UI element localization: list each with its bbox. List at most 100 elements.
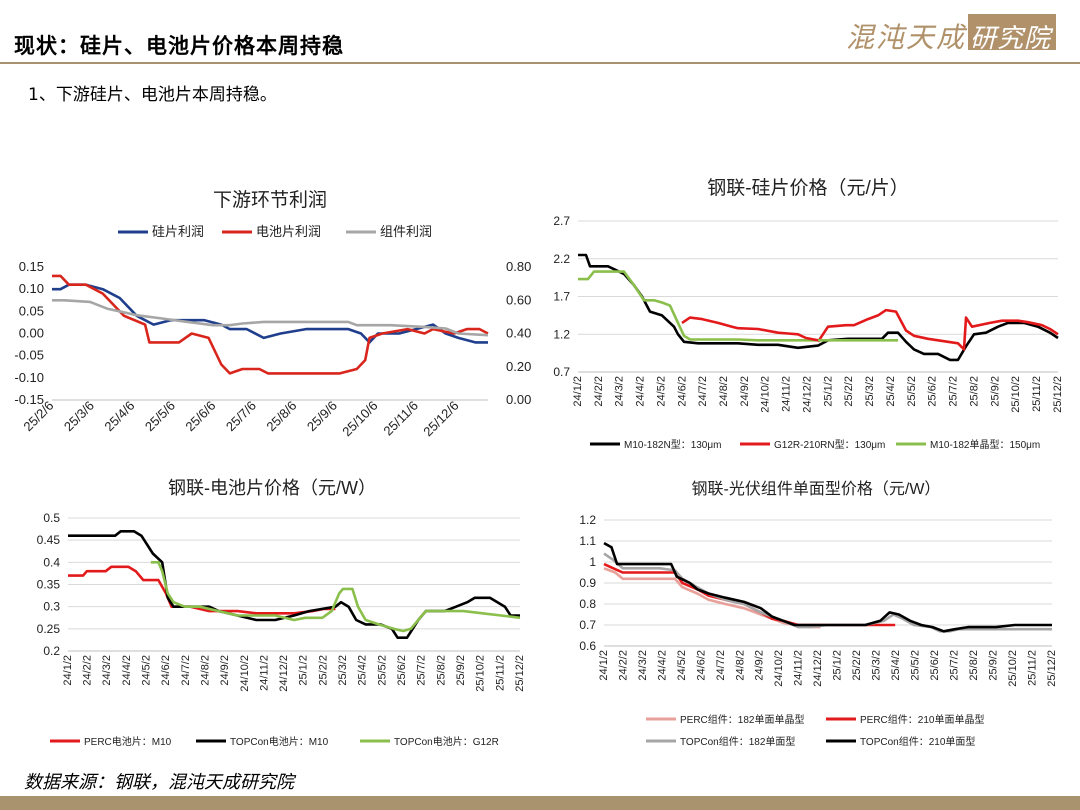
wafer-y-tick-label: 2.2 [553,252,570,266]
cell-y-tick-label: 0.45 [37,533,61,547]
cell-x-tick-label: 25/3/2 [337,655,349,686]
profit-y2-tick-label: 0.00 [506,392,531,407]
profit-legend-label: 组件利润 [380,224,432,239]
wafer-x-tick-label: 25/6/2 [927,376,939,407]
cell-y-tick-label: 0.2 [43,644,60,658]
wafer-x-tick-label: 24/3/2 [614,376,626,407]
wafer-y-tick-label: 2.7 [553,214,570,228]
profit-y2-tick-label: 0.60 [506,292,531,307]
module-x-tick-label: 24/9/2 [754,650,766,681]
wafer-x-tick-label: 24/12/2 [801,376,813,413]
wafer-x-tick-label: 25/9/2 [989,376,1001,407]
profit-series-line [52,299,489,337]
cell-x-tick-label: 24/6/2 [160,655,172,686]
cell-x-tick-label: 25/6/2 [396,655,408,686]
profit-y-tick-label: 0.15 [19,259,44,274]
module-x-tick-label: 25/3/2 [871,650,883,681]
module-y-tick-label: 1.2 [579,513,596,527]
module-legend-label: TOPCon组件：210单面型 [860,735,975,748]
module-title: 钢联-光伏组件单面型价格（元/W） [692,480,941,498]
module-x-tick-label: 25/11/2 [1026,650,1038,686]
profit-y-tick-label: -0.05 [14,348,44,363]
wafer-x-tick-label: 25/5/2 [906,376,918,407]
wafer-legend-label: M10-182单晶型：150μm [930,438,1040,451]
brand-logo: 混沌天成 研究院 [842,12,1058,54]
cell-x-tick-label: 24/1/2 [62,655,74,686]
module-y-tick-label: 0.9 [579,576,596,590]
module-x-tick-label: 25/2/2 [851,650,863,681]
profit-x-tick-label: 25/4/6 [101,398,137,434]
cell-x-tick-label: 25/12/2 [514,655,526,692]
wafer-x-tick-label: 24/6/2 [676,376,688,407]
profit-y-tick-label: -0.15 [14,392,44,407]
profit-x-tick-label: 25/6/6 [182,398,218,434]
profit-y-tick-label: 0.05 [19,303,44,318]
module-x-tick-label: 25/6/2 [929,650,941,681]
wafer-x-tick-label: 25/3/2 [864,376,876,407]
page-title: 现状：硅片、电池片价格本周持稳 [14,34,344,58]
wafer-x-tick-label: 25/10/2 [1010,376,1022,413]
cell-x-tick-label: 25/8/2 [435,655,447,686]
module-x-tick-label: 24/4/2 [656,650,668,681]
cell-title: 钢联-电池片价格（元/W） [168,478,376,498]
module-x-tick-label: 24/6/2 [695,650,707,681]
wafer-x-tick-label: 24/9/2 [739,376,751,407]
wafer-y-tick-label: 1.2 [553,327,570,341]
module-x-tick-label: 24/12/2 [812,650,824,687]
wafer-x-tick-label: 25/4/2 [885,376,897,407]
module-y-tick-label: 0.7 [579,618,596,632]
profit-x-tick-label: 25/11/6 [380,398,421,439]
wafer-series-line [681,316,819,342]
cell-x-tick-label: 24/12/2 [278,655,290,692]
cell-y-tick-label: 0.25 [37,622,61,636]
wafer-x-tick-label: 25/7/2 [948,376,960,407]
profit-y2-tick-label: 0.40 [506,326,531,341]
wafer-series-line [578,270,898,342]
logo-box [968,14,1056,50]
cell-x-tick-label: 25/1/2 [298,655,310,686]
cell-x-tick-label: 25/4/2 [357,655,369,686]
cell-y-tick-label: 0.3 [43,600,60,614]
profit-y-tick-label: 0.00 [19,326,44,341]
cell-x-tick-label: 25/7/2 [416,655,428,686]
module-x-tick-label: 25/1/2 [832,650,844,681]
cell-x-tick-label: 24/9/2 [219,655,231,686]
cell-x-tick-label: 25/11/2 [494,655,506,691]
module-x-tick-label: 24/2/2 [617,650,629,681]
cell-series-line [150,561,521,633]
module-x-tick-label: 25/12/2 [1046,650,1058,687]
wafer-title: 钢联-硅片价格（元/片） [707,177,909,199]
cell-legend-label: TOPCon电池片：G12R [394,735,499,748]
profit-legend-label: 硅片利润 [152,224,204,239]
module-x-tick-label: 24/11/2 [793,650,805,686]
module-x-tick-label: 24/10/2 [773,650,785,687]
module-x-tick-label: 25/9/2 [987,650,999,681]
module-x-tick-label: 25/5/2 [910,650,922,681]
wafer-x-tick-label: 24/11/2 [781,376,793,412]
profit-x-tick-label: 25/7/6 [223,398,259,434]
cell-series-line [68,530,520,639]
cell-x-tick-label: 24/4/2 [121,655,133,686]
wafer-x-tick-label: 24/4/2 [635,376,647,407]
module-x-tick-label: 24/8/2 [734,650,746,681]
wafer-x-tick-label: 24/1/2 [572,376,584,407]
module-x-tick-label: 25/4/2 [890,650,902,681]
cell-x-tick-label: 24/8/2 [199,655,211,686]
cell-legend-label: TOPCon电池片：M10 [230,735,329,748]
profit-y-tick-label: 0.10 [19,281,44,296]
profit-legend-label: 电池片利润 [256,224,321,239]
profit-x-tick-label: 25/5/6 [142,398,178,434]
wafer-y-tick-label: 0.7 [553,365,570,379]
logo-box-text: 研究院 [970,24,1052,54]
footer-bar [0,796,1080,810]
wafer-y-tick-label: 1.7 [553,290,570,304]
wafer-x-tick-label: 25/2/2 [843,376,855,407]
wafer-series-line [816,308,1059,351]
wafer-x-tick-label: 25/1/2 [822,376,834,407]
profit-x-tick-label: 25/10/6 [339,398,380,439]
cell-x-tick-label: 24/2/2 [82,655,94,686]
wafer-series-line [578,253,1059,362]
cell-x-tick-label: 24/5/2 [141,655,153,686]
wafer-legend-label: G12R-210RN型：130μm [774,438,885,451]
